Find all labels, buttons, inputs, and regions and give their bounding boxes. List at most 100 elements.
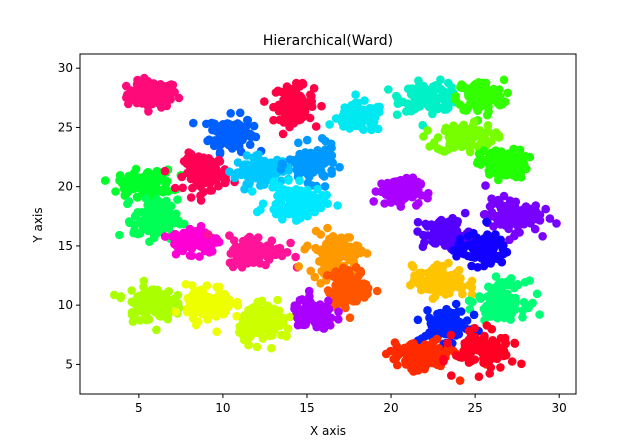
- data-point: [249, 245, 259, 255]
- cluster-8: [473, 144, 535, 185]
- data-point: [285, 122, 294, 132]
- data-point: [441, 290, 450, 299]
- data-point: [316, 279, 325, 288]
- data-point: [207, 186, 217, 195]
- data-point: [162, 196, 171, 206]
- data-point: [511, 297, 520, 307]
- data-point: [124, 179, 133, 188]
- data-point: [252, 207, 262, 217]
- data-point: [428, 109, 437, 119]
- data-point: [181, 280, 191, 289]
- data-point: [491, 230, 500, 239]
- data-point: [261, 260, 270, 270]
- data-point: [253, 297, 262, 307]
- data-point: [246, 132, 256, 142]
- data-point: [497, 152, 507, 161]
- data-point: [312, 200, 322, 209]
- data-point: [413, 227, 422, 236]
- data-point: [298, 318, 308, 328]
- data-point: [409, 262, 418, 272]
- data-point: [340, 103, 350, 112]
- data-point: [506, 315, 515, 324]
- data-point: [122, 81, 131, 91]
- data-point: [349, 104, 358, 114]
- data-point: [392, 183, 401, 193]
- data-point: [284, 209, 293, 219]
- data-point: [300, 166, 310, 175]
- data-point: [500, 333, 510, 343]
- data-point: [419, 280, 429, 290]
- data-point: [365, 103, 375, 113]
- data-point: [455, 352, 464, 362]
- data-point: [362, 249, 372, 258]
- data-point: [311, 226, 321, 236]
- data-point: [326, 321, 335, 330]
- cluster-30: [381, 334, 491, 385]
- data-point: [391, 353, 401, 363]
- y-tick-label: 20: [58, 180, 73, 194]
- data-point: [149, 80, 158, 90]
- data-point: [460, 208, 470, 218]
- data-point: [451, 299, 461, 309]
- data-point: [215, 172, 224, 181]
- y-tick-label: 10: [58, 298, 73, 312]
- data-point: [384, 85, 393, 94]
- data-point: [482, 321, 492, 330]
- data-point: [202, 281, 212, 290]
- data-point: [312, 322, 322, 332]
- data-point: [247, 187, 257, 196]
- data-point: [454, 265, 464, 275]
- data-point: [260, 97, 269, 106]
- data-point: [532, 289, 542, 299]
- data-point: [510, 281, 520, 291]
- data-point: [229, 236, 239, 245]
- data-point: [174, 93, 184, 103]
- data-point: [286, 238, 295, 248]
- data-point: [518, 313, 527, 322]
- data-point: [494, 310, 503, 320]
- data-point: [327, 169, 337, 178]
- data-point: [509, 144, 518, 154]
- data-point: [501, 97, 510, 107]
- cluster-1: [122, 73, 184, 116]
- data-point: [334, 315, 343, 324]
- y-tick-label: 25: [58, 120, 73, 134]
- data-point: [164, 309, 173, 319]
- data-point: [347, 120, 357, 130]
- data-point: [272, 247, 282, 257]
- data-point: [501, 350, 511, 360]
- data-point: [419, 132, 428, 141]
- data-point: [115, 230, 124, 240]
- cluster-9: [100, 164, 186, 205]
- data-point: [417, 91, 427, 100]
- data-point: [458, 289, 467, 299]
- data-point: [469, 117, 479, 126]
- data-point: [183, 303, 193, 313]
- data-point: [449, 246, 458, 255]
- data-point: [423, 306, 432, 315]
- data-point: [144, 296, 154, 305]
- data-point: [493, 170, 502, 179]
- data-point: [294, 115, 304, 125]
- data-point: [273, 102, 282, 111]
- data-point: [489, 84, 499, 94]
- data-point: [475, 247, 485, 256]
- data-point: [489, 284, 499, 293]
- data-point: [333, 299, 343, 309]
- data-point: [330, 256, 339, 266]
- data-point: [214, 181, 223, 191]
- data-point: [303, 178, 313, 188]
- data-point: [504, 220, 513, 229]
- data-point: [202, 159, 212, 169]
- data-point: [519, 219, 529, 229]
- data-point: [139, 302, 148, 312]
- data-point: [319, 155, 329, 164]
- data-point: [388, 193, 398, 202]
- data-point: [151, 87, 160, 97]
- data-point: [178, 236, 188, 246]
- data-point: [448, 136, 458, 146]
- data-point: [299, 210, 308, 219]
- data-point: [506, 274, 516, 283]
- data-point: [269, 115, 278, 125]
- data-point: [463, 134, 472, 144]
